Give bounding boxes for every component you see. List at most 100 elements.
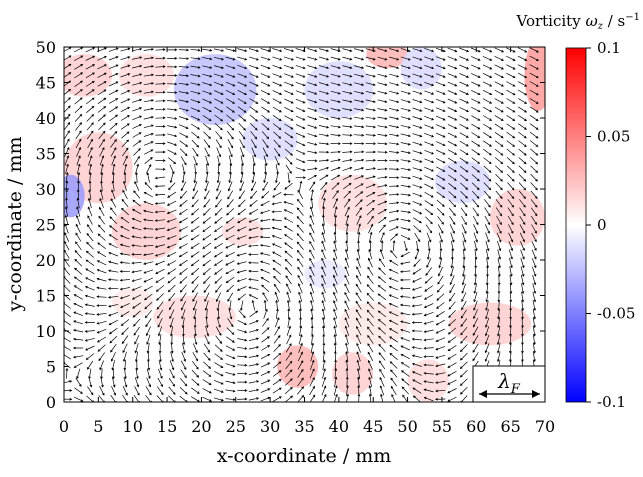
velocity-arrow xyxy=(193,309,197,320)
velocity-arrow xyxy=(109,89,119,96)
velocity-arrow xyxy=(284,98,294,104)
velocity-arrow xyxy=(497,249,502,260)
velocity-arrow xyxy=(64,122,71,131)
velocity-arrow xyxy=(284,378,293,386)
velocity-arrow xyxy=(166,260,177,266)
velocity-arrow xyxy=(333,257,338,268)
velocity-arrow xyxy=(355,199,363,207)
colorbar-label-exponent: −1 xyxy=(625,12,640,23)
velocity-arrow xyxy=(411,362,422,367)
velocity-arrow xyxy=(460,207,468,217)
velocity-arrow xyxy=(178,226,188,232)
velocity-arrow xyxy=(166,251,177,257)
velocity-arrow xyxy=(471,174,480,182)
velocity-arrow xyxy=(248,294,259,300)
velocity-arrow xyxy=(108,56,119,61)
velocity-arrow xyxy=(64,389,73,392)
velocity-arrow xyxy=(178,91,190,95)
velocity-arrow xyxy=(297,189,304,200)
velocity-arrow xyxy=(64,146,70,157)
velocity-arrow xyxy=(517,81,528,87)
velocity-arrow xyxy=(369,231,373,243)
velocity-arrow xyxy=(284,148,293,156)
velocity-arrow xyxy=(377,167,388,171)
velocity-arrow xyxy=(259,209,271,214)
velocity-arrow xyxy=(388,319,399,326)
velocity-arrow xyxy=(215,199,222,208)
velocity-arrow xyxy=(389,209,400,213)
velocity-arrow xyxy=(529,140,539,148)
velocity-arrow xyxy=(190,234,200,241)
velocity-arrow xyxy=(310,197,314,209)
velocity-arrow xyxy=(412,175,423,180)
velocity-arrow xyxy=(497,283,501,295)
velocity-arrow xyxy=(283,209,294,214)
velocity-arrow xyxy=(519,232,525,243)
velocity-arrow xyxy=(400,202,412,206)
velocity-arrow xyxy=(389,48,400,53)
velocity-arrow xyxy=(98,224,106,233)
velocity-arrow xyxy=(496,326,501,337)
velocity-arrow xyxy=(399,303,411,307)
velocity-arrow xyxy=(424,208,434,216)
velocity-arrow xyxy=(439,240,443,252)
velocity-arrow xyxy=(401,386,410,395)
colorbar-label-main: Vorticity xyxy=(515,12,585,30)
velocity-arrow xyxy=(436,302,445,309)
velocity-arrow xyxy=(260,73,271,78)
velocity-arrow xyxy=(145,318,152,328)
velocity-arrow xyxy=(519,215,526,226)
velocity-arrow xyxy=(272,361,282,369)
velocity-arrow xyxy=(496,215,502,226)
velocity-arrow xyxy=(236,252,247,257)
velocity-arrow xyxy=(131,244,142,247)
velocity-arrow xyxy=(85,277,95,283)
velocity-arrow xyxy=(248,218,259,223)
velocity-arrow xyxy=(472,190,480,199)
velocity-arrow xyxy=(262,147,268,158)
velocity-arrow xyxy=(227,139,234,149)
velocity-arrow xyxy=(190,259,200,267)
velocity-arrow xyxy=(272,396,282,402)
velocity-arrow xyxy=(423,329,434,333)
velocity-arrow xyxy=(251,181,257,192)
velocity-arrow xyxy=(307,174,317,181)
velocity-arrow xyxy=(100,377,104,388)
velocity-arrow xyxy=(120,56,131,61)
colorbar-tick-label: -0.1 xyxy=(597,393,626,411)
velocity-arrow xyxy=(412,167,423,172)
velocity-arrow xyxy=(100,368,103,380)
velocity-arrow xyxy=(249,122,258,131)
y-tick-label: 5 xyxy=(46,358,56,377)
velocity-arrow xyxy=(377,318,387,326)
velocity-arrow xyxy=(178,217,188,224)
velocity-arrow xyxy=(437,266,443,277)
velocity-arrow xyxy=(248,269,259,273)
velocity-arrow xyxy=(260,200,270,206)
velocity-arrow xyxy=(424,191,434,198)
colorbar-tick-label: 0.05 xyxy=(597,128,630,146)
velocity-arrow xyxy=(98,352,105,362)
velocity-arrow xyxy=(122,351,127,362)
velocity-arrow xyxy=(96,328,107,334)
velocity-arrow xyxy=(214,276,223,284)
velocity-arrow xyxy=(144,301,153,310)
velocity-arrow xyxy=(332,266,338,277)
velocity-arrow xyxy=(155,90,166,94)
velocity-arrow xyxy=(96,295,107,299)
velocity-arrow xyxy=(248,346,260,350)
velocity-arrow xyxy=(321,316,325,328)
velocity-arrow xyxy=(74,258,83,267)
velocity-arrow xyxy=(424,149,435,155)
velocity-arrow xyxy=(483,157,492,165)
velocity-arrow xyxy=(310,359,315,370)
velocity-arrow xyxy=(191,284,199,293)
y-axis-label: y-coordinate / mm xyxy=(4,137,26,313)
velocity-arrow xyxy=(412,73,423,78)
velocity-arrow xyxy=(75,223,81,234)
velocity-arrow xyxy=(271,201,282,206)
velocity-arrow xyxy=(112,377,116,388)
velocity-arrow xyxy=(248,253,259,256)
velocity-arrow xyxy=(447,396,457,402)
velocity-arrow xyxy=(178,243,188,249)
